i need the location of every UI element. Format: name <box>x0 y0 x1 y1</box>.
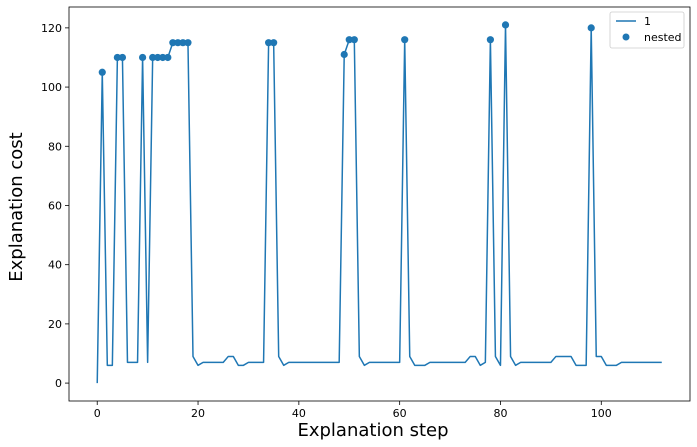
scatter-point-nested <box>184 39 192 47</box>
x-tick-label: 80 <box>493 407 507 420</box>
scatter-point-nested <box>149 53 157 62</box>
legend-label-series-nested: nested <box>644 31 682 44</box>
y-axis-label: Explanation cost <box>6 132 27 281</box>
scatter-point-nested <box>486 36 494 44</box>
legend-marker-swatch <box>622 33 630 41</box>
scatter-point-nested <box>118 53 127 62</box>
scatter-point-nested <box>501 21 510 29</box>
scatter-point-nested <box>265 39 273 47</box>
legend: 1 nested <box>609 11 685 49</box>
legend-label-series-1: 1 <box>644 15 651 28</box>
series-line-1 <box>96 24 662 384</box>
x-axis: 0 20 40 60 80 100 <box>94 401 612 420</box>
y-tick-label: 100 <box>41 81 62 94</box>
scatter-point-nested <box>138 53 147 62</box>
y-tick-label: 0 <box>55 377 62 390</box>
x-tick-label: 20 <box>191 407 205 420</box>
y-axis: 0 20 40 60 80 100 120 <box>41 22 69 390</box>
scatter-point-nested <box>113 53 121 62</box>
scatter-point-nested <box>179 39 187 47</box>
x-tick-label: 60 <box>393 407 407 420</box>
scatter-point-nested <box>345 36 353 44</box>
scatter-point-nested <box>98 68 106 76</box>
y-tick-label: 60 <box>48 199 62 212</box>
y-tick-label: 120 <box>41 22 62 35</box>
x-tick-label: 100 <box>591 407 612 420</box>
scatter-point-nested <box>270 39 278 47</box>
scatter-point-nested <box>587 24 595 32</box>
scatter-point-nested <box>340 50 348 59</box>
scatter-point-nested <box>401 36 409 44</box>
y-tick-label: 20 <box>48 318 62 331</box>
x-axis-label: Explanation step <box>297 420 448 441</box>
y-tick-label: 40 <box>48 259 62 272</box>
y-tick-label: 80 <box>48 140 62 153</box>
x-tick-label: 0 <box>94 407 101 420</box>
scatter-point-nested <box>154 53 162 62</box>
scatter-point-nested <box>164 53 172 62</box>
scatter-point-nested <box>350 36 358 44</box>
scatter-point-nested <box>169 39 177 47</box>
scatter-point-nested <box>174 39 182 47</box>
scatter-point-nested <box>159 53 167 62</box>
plot-frame <box>68 6 691 402</box>
x-tick-label: 40 <box>292 407 306 420</box>
plot-area <box>68 6 691 402</box>
